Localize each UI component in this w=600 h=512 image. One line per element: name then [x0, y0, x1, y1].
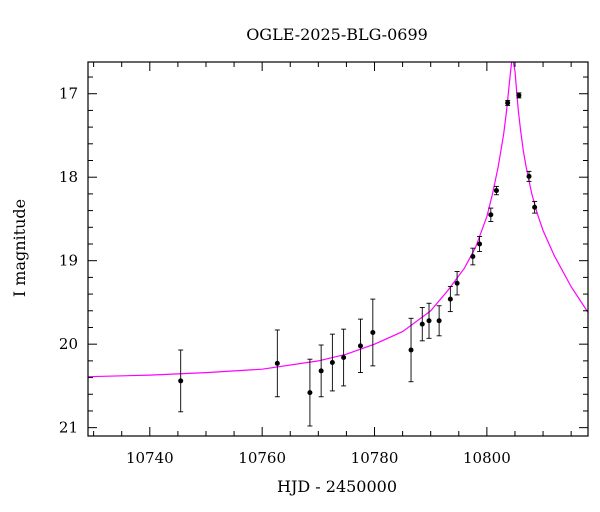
data-marker [505, 100, 511, 106]
data-point-14 [470, 247, 476, 266]
data-marker [488, 212, 494, 218]
data-point-15 [477, 236, 483, 252]
data-marker [318, 368, 324, 374]
data-point-17 [493, 185, 499, 196]
data-marker [178, 378, 184, 384]
data-point-0 [178, 349, 184, 413]
data-point-11 [436, 305, 442, 337]
data-marker [470, 254, 476, 260]
data-marker [477, 241, 483, 247]
data-point-19 [516, 92, 522, 99]
x-tick-label: 10740 [126, 449, 174, 467]
y-tick-label: 17 [59, 85, 78, 103]
data-point-1 [274, 329, 280, 398]
data-point-10 [426, 302, 432, 339]
data-marker [274, 360, 280, 366]
data-point-20 [526, 170, 532, 182]
model-curve-layer [88, 62, 588, 378]
data-point-5 [341, 328, 347, 387]
data-marker [426, 318, 432, 324]
y-axis-label: I magnitude [10, 199, 29, 297]
data-marker [532, 204, 538, 210]
data-marker [408, 347, 414, 353]
y-tick-label: 18 [59, 168, 78, 186]
data-point-2 [307, 358, 313, 427]
data-point-6 [357, 318, 363, 374]
y-tick-label: 21 [59, 419, 78, 437]
x-tick-label: 10780 [351, 449, 399, 467]
data-marker [357, 343, 363, 349]
data-marker [516, 92, 522, 98]
data-point-9 [419, 306, 425, 342]
y-tick-label: 20 [59, 335, 78, 353]
data-point-12 [447, 286, 453, 313]
data-point-7 [370, 298, 376, 367]
data-marker [329, 360, 335, 366]
x-axis-label: HJD - 2450000 [277, 477, 397, 496]
chart-title: OGLE-2025-BLG-0699 [246, 25, 428, 44]
data-marker [370, 329, 376, 335]
y-tick-label: 19 [59, 252, 78, 270]
data-marker [454, 280, 460, 286]
x-tick-label: 10800 [463, 449, 511, 467]
data-marker [341, 355, 347, 361]
axis-ticks-layer: 10740 10760 10780 10800 17 18 19 20 21 [59, 62, 588, 467]
data-point-18 [505, 99, 511, 106]
data-points-layer [178, 92, 538, 427]
data-marker [419, 321, 425, 327]
data-point-16 [488, 207, 494, 222]
data-point-21 [532, 200, 538, 214]
data-marker [436, 318, 442, 324]
data-marker [493, 188, 499, 194]
data-point-8 [408, 317, 414, 383]
data-point-3 [318, 344, 324, 398]
data-marker [307, 390, 313, 396]
data-marker [526, 173, 532, 179]
data-point-13 [454, 271, 460, 296]
model-curve [88, 62, 588, 378]
data-point-4 [329, 333, 335, 392]
x-tick-label: 10760 [238, 449, 286, 467]
plot-frame [87, 61, 589, 437]
data-marker [447, 296, 453, 302]
